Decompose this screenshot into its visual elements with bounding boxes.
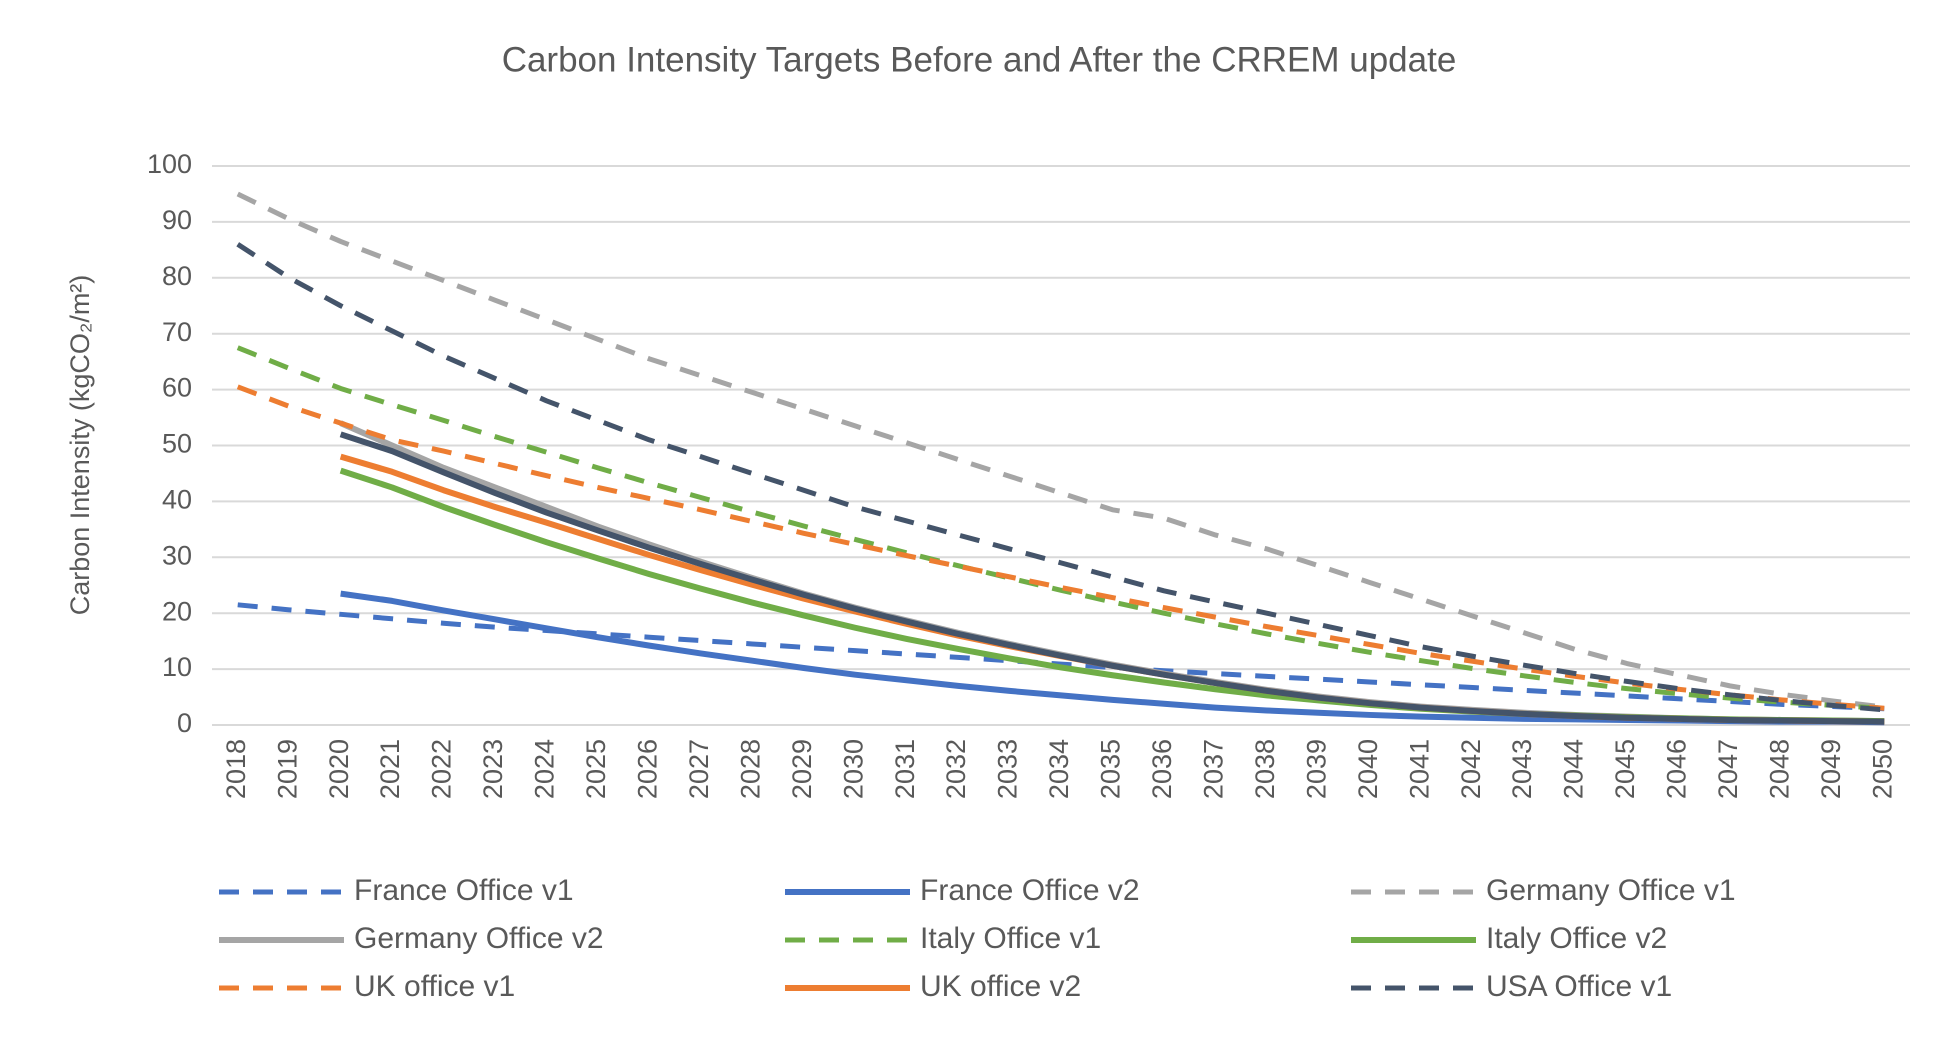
legend-label: France Office v1 xyxy=(354,874,574,907)
x-tick-label: 2021 xyxy=(375,739,405,799)
x-tick-label: 2041 xyxy=(1404,739,1434,799)
x-tick-label: 2044 xyxy=(1559,739,1589,799)
x-tick-label: 2034 xyxy=(1044,739,1074,799)
x-tick-label: 2048 xyxy=(1764,739,1794,799)
x-tick-label: 2050 xyxy=(1867,739,1897,799)
chart-title: Carbon Intensity Targets Before and Afte… xyxy=(502,40,1457,79)
x-tick-label: 2026 xyxy=(632,739,662,799)
legend-label: France Office v2 xyxy=(920,874,1140,907)
x-tick-label: 2036 xyxy=(1147,739,1177,799)
x-tick-label: 2042 xyxy=(1456,739,1486,799)
x-tick-label: 2019 xyxy=(272,739,302,799)
x-tick-label: 2038 xyxy=(1250,739,1280,799)
y-tick-label: 10 xyxy=(162,652,192,682)
legend-label: UK office v1 xyxy=(354,970,515,1003)
legend-label: UK office v2 xyxy=(920,970,1081,1003)
legend-label: Italy Office v2 xyxy=(1486,922,1667,955)
x-tick-label: 2049 xyxy=(1816,739,1846,799)
y-tick-label: 30 xyxy=(162,540,192,570)
x-tick-label: 2046 xyxy=(1662,739,1692,799)
y-axis-label: Carbon Intensity (kgCO₂/m²) xyxy=(65,275,95,616)
x-tick-label: 2032 xyxy=(941,739,971,799)
dashed-line xyxy=(237,602,1885,712)
dashed-line xyxy=(236,242,1885,713)
x-tick-label: 2029 xyxy=(787,739,817,799)
legend-label: Germany Office v1 xyxy=(1486,874,1736,907)
y-tick-label: 70 xyxy=(162,317,192,347)
y-tick-label: 20 xyxy=(162,596,192,626)
dashed-line xyxy=(236,345,1885,711)
legend-label: Italy Office v1 xyxy=(920,922,1101,955)
x-tick-label: 2033 xyxy=(993,739,1023,799)
x-tick-label: 2020 xyxy=(324,739,354,799)
x-tick-label: 2040 xyxy=(1353,739,1383,799)
y-tick-label: 60 xyxy=(162,373,192,403)
x-tick-label: 2035 xyxy=(1096,739,1126,799)
x-tick-label: 2028 xyxy=(735,739,765,799)
y-tick-label: 100 xyxy=(147,149,192,179)
y-tick-label: 50 xyxy=(162,429,192,459)
x-tick-label: 2047 xyxy=(1713,739,1743,799)
line xyxy=(339,453,1885,725)
x-tick-label: 2018 xyxy=(221,739,251,799)
dashed-line xyxy=(236,191,1885,710)
x-tick-label: 2023 xyxy=(478,739,508,799)
x-tick-label: 2027 xyxy=(684,739,714,799)
y-tick-label: 0 xyxy=(177,708,192,738)
x-tick-label: 2022 xyxy=(427,739,457,799)
line xyxy=(339,431,1885,725)
x-tick-label: 2025 xyxy=(581,739,611,799)
y-tick-label: 80 xyxy=(162,261,192,291)
x-tick-label: 2039 xyxy=(1301,739,1331,799)
x-tick-label: 2024 xyxy=(530,739,560,799)
legend-label: Germany Office v2 xyxy=(354,922,604,955)
dashed-line xyxy=(236,384,1885,711)
y-tick-label: 40 xyxy=(162,485,192,515)
legend-label: USA Office v1 xyxy=(1486,970,1672,1003)
x-tick-label: 2031 xyxy=(890,739,920,799)
x-tick-label: 2037 xyxy=(1198,739,1228,799)
y-tick-label: 90 xyxy=(162,205,192,235)
x-tick-label: 2045 xyxy=(1610,739,1640,799)
x-tick-label: 2030 xyxy=(838,739,868,799)
x-tick-label: 2043 xyxy=(1507,739,1537,799)
